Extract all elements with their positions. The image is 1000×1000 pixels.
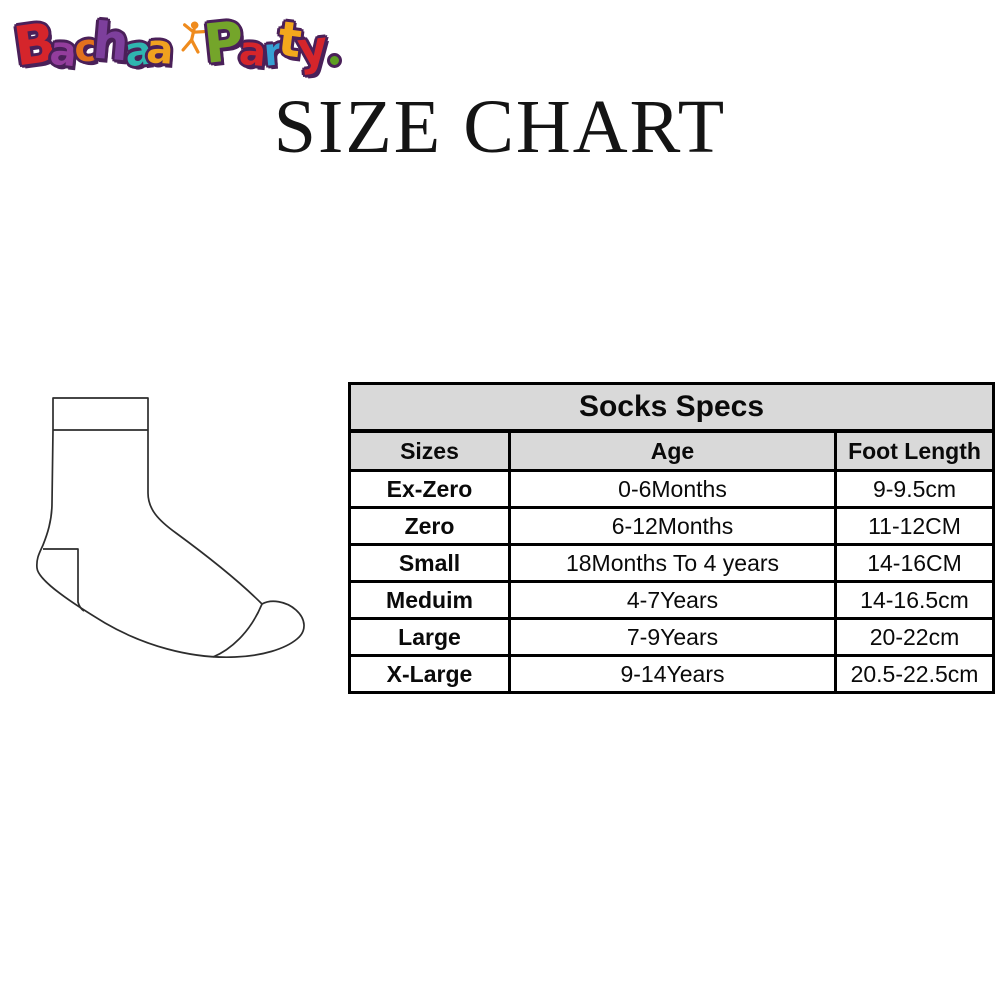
table-cell: 0-6Months — [508, 469, 837, 509]
table-row: Small 18Months To 4 years 14-16CM — [348, 543, 996, 583]
table-cell: X-Large — [348, 654, 511, 694]
sock-heel-line — [43, 548, 85, 612]
table-cell: 6-12Months — [508, 506, 837, 546]
table-cell: 20.5-22.5cm — [833, 654, 996, 694]
sock-illustration — [30, 388, 310, 688]
column-header: Age — [508, 429, 837, 472]
table-cell: 18Months To 4 years — [508, 543, 837, 583]
table-row: Meduim 4-7Years 14-16.5cm — [348, 580, 996, 620]
table-cell: Small — [348, 543, 511, 583]
table-cell: 14-16CM — [833, 543, 996, 583]
table-cell: 9-9.5cm — [833, 469, 996, 509]
size-table: Socks Specs Sizes Age Foot Length Ex-Zero 0… — [347, 382, 996, 694]
table-cell: 7-9Years — [508, 617, 837, 657]
column-header: Sizes — [348, 429, 511, 472]
logo-letter: a — [145, 26, 176, 74]
logo-period-dot — [326, 52, 342, 68]
table-header-row: Sizes Age Foot Length — [348, 429, 996, 472]
table-cell: 20-22cm — [833, 617, 996, 657]
sock-toe-line — [212, 603, 263, 658]
logo-letter: y — [294, 19, 330, 77]
table-cell: Zero — [348, 506, 511, 546]
sock-drawing-svg — [35, 397, 305, 659]
table-cell: Ex-Zero — [348, 469, 511, 509]
dancing-kid-icon — [181, 21, 206, 54]
table-cell: 4-7Years — [508, 580, 837, 620]
table-cell: 14-16.5cm — [833, 580, 996, 620]
table-title-row: Socks Specs — [347, 382, 996, 433]
table-cell: Large — [348, 617, 511, 657]
table-row: Large 7-9Years 20-22cm — [348, 617, 996, 657]
table-row: X-Large 9-14Years 20.5-22.5cm — [348, 654, 996, 694]
table-cell: 11-12CM — [833, 506, 996, 546]
sock-outline — [35, 397, 305, 659]
page-title: SIZE CHART — [273, 85, 727, 169]
table-row: Zero 6-12Months 11-12CM — [348, 506, 996, 546]
column-header: Foot Length — [833, 429, 996, 472]
table-title: Socks Specs — [347, 382, 996, 433]
table-cell: 9-14Years — [508, 654, 837, 694]
table-cell: Meduim — [348, 580, 511, 620]
table-row: Ex-Zero 0-6Months 9-9.5cm — [348, 469, 996, 509]
